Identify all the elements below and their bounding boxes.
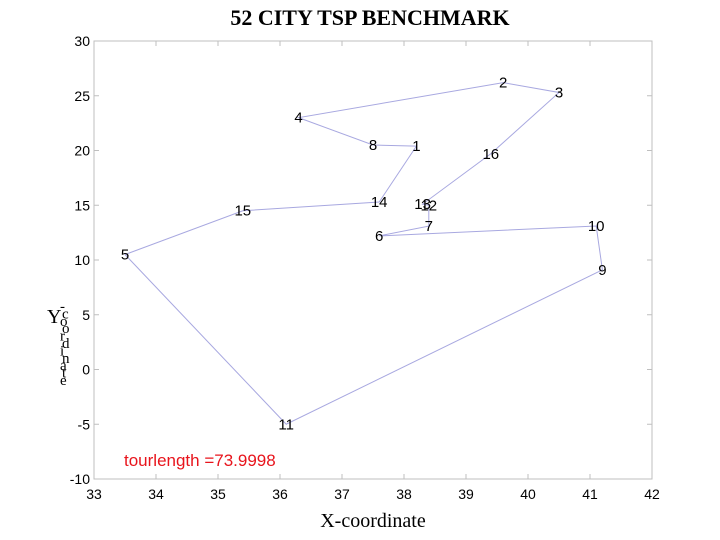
city-label-8: 8 bbox=[369, 137, 377, 154]
x-tick-label: 33 bbox=[86, 486, 102, 502]
city-label-5: 5 bbox=[121, 247, 129, 264]
plot-frame bbox=[93, 40, 653, 480]
x-tick-label: 38 bbox=[396, 486, 412, 502]
city-label-4: 4 bbox=[294, 110, 302, 127]
x-tick-label: 41 bbox=[582, 486, 598, 502]
city-label-2: 2 bbox=[499, 75, 507, 92]
city-label-13: 13 bbox=[414, 196, 431, 213]
y-tick-label: -5 bbox=[78, 416, 91, 432]
y-tick-label: -10 bbox=[70, 471, 90, 487]
chart-title: 52 CITY TSP BENCHMARK bbox=[230, 5, 509, 30]
x-tick-label: 34 bbox=[148, 486, 164, 502]
city-label-16: 16 bbox=[482, 146, 499, 163]
x-tick-label: 40 bbox=[520, 486, 536, 502]
x-axis-label: X-coordinate bbox=[320, 510, 426, 532]
city-label-1: 1 bbox=[412, 138, 420, 155]
x-tick-label: 42 bbox=[644, 486, 660, 502]
x-tick-label: 35 bbox=[210, 486, 226, 502]
tour-path bbox=[124, 82, 603, 425]
city-label-10: 10 bbox=[588, 218, 605, 235]
y-tick-label: 10 bbox=[74, 252, 90, 268]
city-label-6: 6 bbox=[375, 228, 383, 245]
city-label-11: 11 bbox=[278, 416, 294, 433]
city-label-14: 14 bbox=[371, 194, 388, 211]
x-tick-label: 39 bbox=[458, 486, 474, 502]
y-tick-label: 30 bbox=[74, 33, 90, 49]
y-tick-label: 5 bbox=[82, 307, 90, 323]
y-tick-label: 15 bbox=[74, 197, 90, 213]
x-tick-label: 36 bbox=[272, 486, 288, 502]
city-label-12: 12 bbox=[420, 197, 437, 214]
y-axis-label: Y-coordinate bbox=[47, 299, 70, 389]
x-tick-label: 37 bbox=[334, 486, 350, 502]
city-label-15: 15 bbox=[234, 203, 251, 220]
city-label-3: 3 bbox=[555, 84, 563, 101]
y-tick-label: 20 bbox=[74, 143, 90, 159]
y-tick-label: 25 bbox=[74, 88, 90, 104]
y-tick-label: 0 bbox=[82, 362, 90, 378]
tour-length-annotation: tourlength =73.9998 bbox=[124, 451, 276, 470]
city-label-7: 7 bbox=[425, 218, 433, 235]
city-label-9: 9 bbox=[598, 262, 606, 279]
